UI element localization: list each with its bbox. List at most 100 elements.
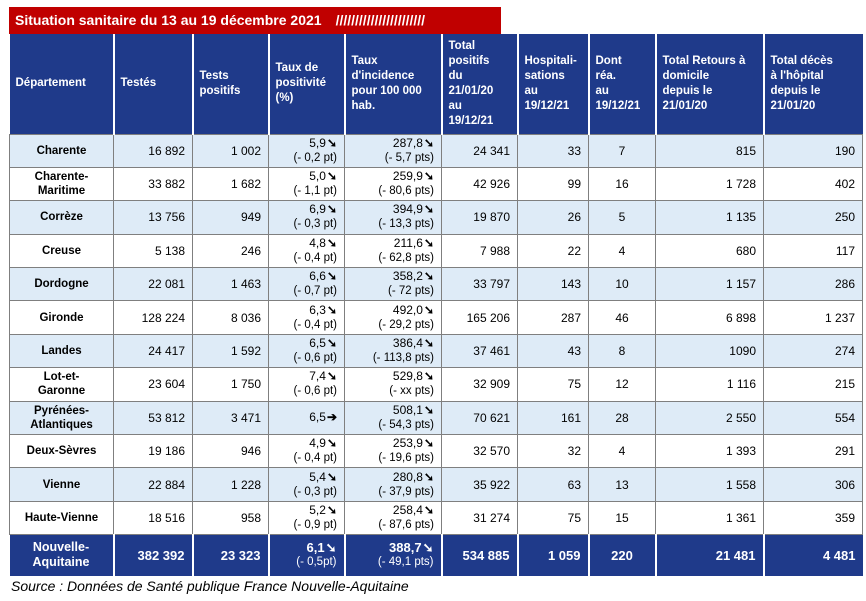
taux-incidence-value-line: 386,4➘: [352, 336, 434, 351]
taux-incidence-value-line: 253,9➘: [352, 436, 434, 451]
taux-positivite-value: 6,6: [309, 269, 326, 284]
total-positifs-cell: 19 870: [441, 200, 518, 235]
arrow-down-icon: ➘: [326, 169, 337, 184]
taux-positivite-cell: 6,5➘ (- 0,6 pt): [268, 333, 345, 369]
total-positifs-cell: 42 926: [441, 166, 518, 202]
taux-positivite-cell: 6,6➘ (- 0,7 pt): [268, 267, 345, 302]
col-rea-header: Dont réa. au 19/12/21: [587, 34, 656, 134]
taux-positivite-value-line: 6,6➘: [276, 269, 337, 284]
taux-incidence-delta: (- 72 pts): [387, 285, 434, 298]
taux-incidence-value: 258,4: [392, 502, 423, 517]
hospitalisations-cell: 161: [517, 400, 589, 436]
taux-incidence-cell: 358,2➘ (- 72 pts): [344, 267, 442, 302]
situation-table: Département Testés Tests positifs Taux de p…: [9, 34, 863, 576]
tests-positifs-cell: 1 228: [192, 467, 269, 502]
source-note: Source : Données de Santé publique Franc…: [11, 578, 409, 594]
taux-incidence-cell: 529,8➘ (- xx pts): [344, 367, 442, 402]
testes-cell: 22 081: [113, 267, 193, 302]
taux-positivite-value: 5,9: [309, 135, 326, 150]
departement-cell: Charente: [9, 133, 114, 168]
tests-positifs-cell: 1 750: [192, 367, 269, 402]
col-taux-incidence-header: Taux d'incidence pour 100 000 hab.: [343, 34, 442, 134]
testes-cell: 128 224: [113, 300, 193, 335]
tests-positifs-cell: 246: [192, 233, 269, 269]
arrow-down-icon: ➘: [326, 436, 337, 451]
retours-domicile-cell: 680: [655, 233, 764, 269]
taux-incidence-value: 211,6: [393, 235, 423, 250]
rea-cell: 220: [587, 534, 656, 576]
table-row: Creuse 5 138 246 4,8➘ (- 0,4 pt) 211,6➘ (- 62,…: [9, 233, 863, 269]
total-positifs-cell: 32 909: [441, 367, 518, 402]
taux-positivite-delta: (- 0,5pt): [296, 556, 337, 569]
taux-positivite-delta: (- 0,4 pt): [293, 251, 337, 264]
taux-positivite-delta: (- 0,2 pt): [293, 151, 337, 164]
tests-positifs-cell: 949: [192, 200, 269, 235]
taux-positivite-cell: 5,4➘ (- 0,3 pt): [268, 467, 345, 502]
total-positifs-cell: 33 797: [441, 267, 518, 302]
page-title: Situation sanitaire du 13 au 19 décembre…: [15, 12, 322, 28]
taux-positivite-cell: 6,1➘ (- 0,5pt): [267, 534, 345, 576]
taux-positivite-value: 6,5: [309, 336, 326, 351]
testes-cell: 23 604: [113, 367, 193, 402]
taux-incidence-value: 508,1: [392, 402, 423, 417]
taux-incidence-delta: (- 62,8 pts): [378, 251, 434, 264]
deces-cell: 274: [763, 333, 863, 369]
retours-domicile-cell: 6 898: [655, 300, 764, 335]
arrow-down-icon: ➘: [326, 135, 337, 150]
deces-cell: 250: [763, 200, 863, 235]
taux-positivite-value-line: 6,3➘: [276, 303, 337, 318]
hospitalisations-cell: 26: [517, 200, 589, 235]
taux-incidence-delta: (- 80,6 pts): [378, 185, 434, 198]
taux-incidence-delta: (- 54,3 pts): [378, 418, 434, 431]
taux-incidence-value-line: 287,8➘: [352, 136, 434, 151]
col-departement-header: Département: [9, 34, 114, 134]
taux-positivite-value-line: 5,4➘: [276, 470, 337, 485]
tests-positifs-cell: 946: [192, 434, 269, 469]
retours-domicile-cell: 1 393: [655, 434, 764, 469]
retours-domicile-cell: 21 481: [654, 534, 764, 576]
title-slashes: ///////////////////////: [335, 12, 426, 28]
taux-incidence-cell: 280,8➘ (- 37,9 pts): [344, 467, 442, 502]
taux-positivite-cell: 5,2➘ (- 0,9 pt): [268, 500, 345, 536]
departement-cell: Nouvelle- Aquitaine: [9, 534, 114, 576]
testes-cell: 33 882: [113, 166, 193, 202]
taux-positivite-value-line: 5,9➘: [276, 136, 337, 151]
total-positifs-cell: 35 922: [441, 467, 518, 502]
departement-cell: Landes: [9, 333, 114, 369]
tests-positifs-cell: 1 682: [192, 166, 269, 202]
hospitalisations-cell: 63: [517, 467, 589, 502]
taux-positivite-delta: (- 0,6 pt): [293, 385, 337, 398]
departement-cell: Pyrénées- Atlantiques: [9, 400, 114, 436]
taux-positivite-value-line: 7,4➘: [276, 369, 337, 384]
total-positifs-cell: 32 570: [441, 434, 518, 469]
deces-cell: 117: [763, 233, 863, 269]
departement-cell: Charente- Maritime: [9, 166, 114, 202]
retours-domicile-cell: 1 116: [655, 367, 764, 402]
tests-positifs-cell: 23 323: [191, 534, 269, 576]
rea-cell: 12: [588, 367, 656, 402]
table-row: Vienne 22 884 1 228 5,4➘ (- 0,3 pt) 280,8➘ (- …: [9, 467, 863, 502]
testes-cell: 382 392: [112, 534, 193, 576]
arrow-down-icon: ➘: [326, 235, 337, 250]
taux-positivite-delta: (- 0,4 pt): [293, 318, 337, 331]
retours-domicile-cell: 1 558: [655, 467, 764, 502]
hospitalisations-cell: 99: [517, 166, 589, 202]
deces-cell: 215: [763, 367, 863, 402]
table-header: Département Testés Tests positifs Taux de p…: [9, 34, 863, 134]
taux-incidence-delta: (- 87,6 pts): [378, 518, 434, 531]
arrow-down-icon: ➘: [423, 302, 434, 317]
taux-incidence-value: 388,7: [389, 540, 422, 556]
taux-incidence-cell: 386,4➘ (- 113,8 pts): [344, 333, 442, 369]
title-banner: Situation sanitaire du 13 au 19 décembre…: [9, 7, 501, 34]
table-footer: Nouvelle- Aquitaine 382 392 23 323 6,1➘ (- 0…: [9, 534, 863, 576]
taux-incidence-value-line: 388,7➘: [353, 540, 433, 556]
hospitalisations-cell: 143: [517, 267, 589, 302]
total-positifs-cell: 31 274: [441, 500, 518, 536]
total-row: Nouvelle- Aquitaine 382 392 23 323 6,1➘ (- 0…: [9, 534, 863, 576]
rea-cell: 5: [588, 200, 656, 235]
taux-positivite-delta: (- 1,1 pt): [293, 185, 337, 198]
taux-positivite-value-line: 4,9➘: [276, 436, 337, 451]
taux-incidence-cell: 394,9➘ (- 13,3 pts): [344, 200, 442, 235]
testes-cell: 5 138: [113, 233, 193, 269]
retours-domicile-cell: 1 157: [655, 267, 764, 302]
